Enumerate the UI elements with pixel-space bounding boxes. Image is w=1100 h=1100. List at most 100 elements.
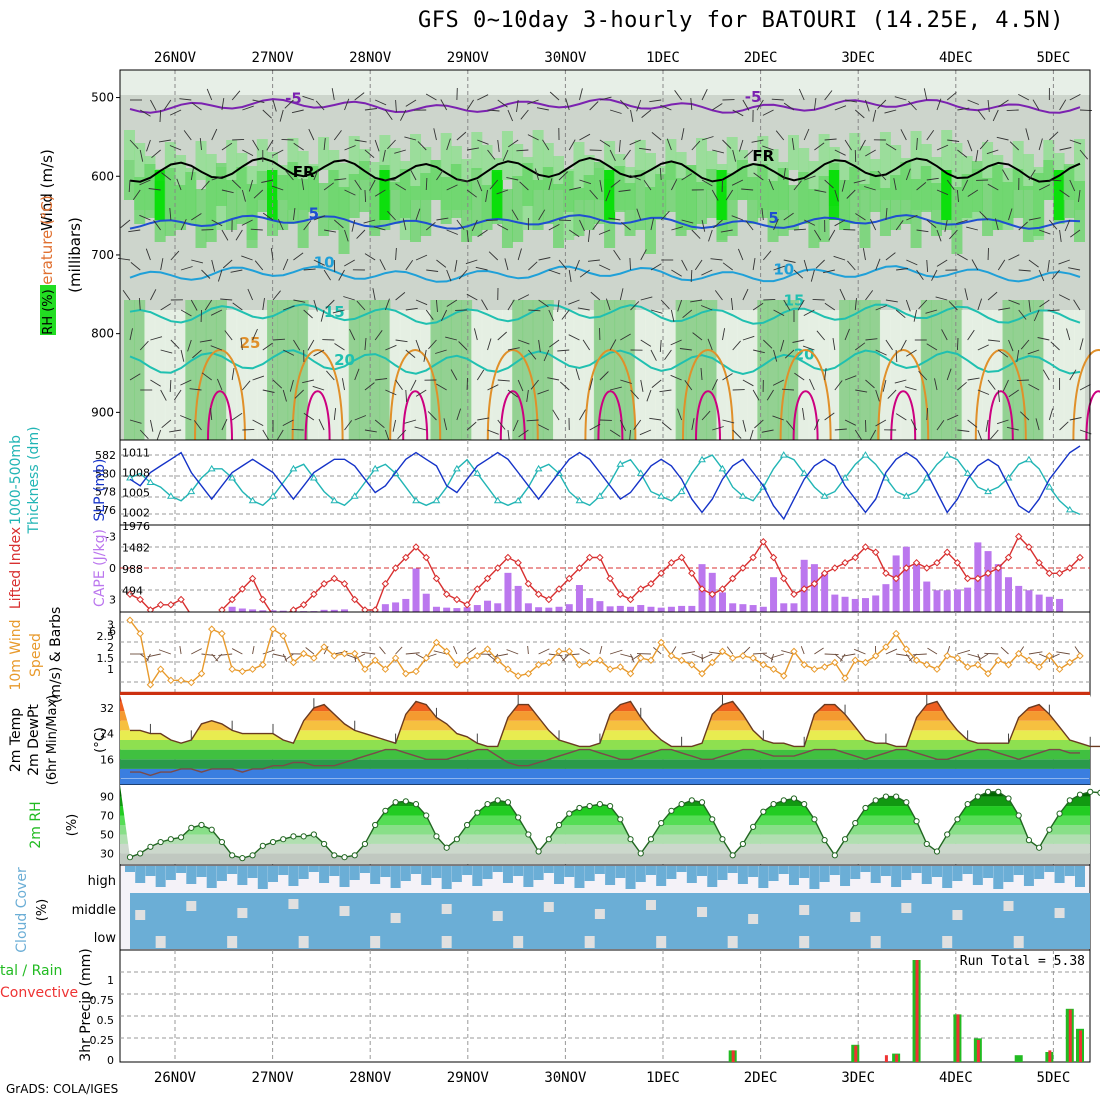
cape-bar [238,608,246,612]
wind-barb [282,389,287,402]
wind-barb [949,229,958,240]
temp-contour-30 [987,390,1014,441]
wind-barb [395,99,397,113]
temp-contour-30 [207,390,233,441]
wind-barb [641,109,652,118]
wind-barb [742,99,750,111]
li-series-point [698,585,706,593]
wind-barb [283,349,295,356]
cloud-high-bar [533,866,544,880]
wind-barb [548,224,560,231]
wind10m-barb [538,648,550,655]
wind-barb [722,328,726,341]
wind-barb [946,368,952,381]
wind-barb [731,179,744,186]
rh2m-series-point [157,838,164,846]
wind-barb [743,149,754,159]
rh2m-series-point [698,799,706,806]
rh-moist-band [195,300,207,440]
precip-total-bar [1014,1055,1023,1062]
cloud-high-bar [165,866,176,880]
wind10m-barb [262,649,275,655]
rh-dry-band [1063,310,1075,440]
wind-barb [589,189,598,200]
rh-band [164,168,176,236]
wind-barb [465,259,478,265]
wind-barb [865,379,875,389]
wind-barb [325,299,335,309]
wind-barb [957,107,970,111]
wind-barb [148,188,161,191]
wind-barb [467,147,479,151]
wind-barb [701,410,711,421]
cape-bar [606,606,614,612]
wind-barb [262,109,272,119]
cape-bar [545,607,553,612]
wind-barb [568,229,580,238]
cape-bar [412,568,420,612]
cloud-high-bar [308,866,319,872]
rh-band [971,161,983,212]
temp-contour-FR [129,156,1081,183]
wind-barb [224,330,233,341]
wind-barb [189,388,202,391]
wind-barb [516,149,529,152]
wind-barb [629,257,631,271]
wind10m-series-point [912,656,921,664]
wind-barb [487,429,499,435]
rh-band [910,131,922,210]
wind-barb [1025,128,1030,141]
wind-barb [679,348,692,351]
wind-barb [1028,169,1036,181]
wind-barb [354,415,367,421]
cloud-high-bar [359,866,370,873]
rh2m-series-point [504,799,512,806]
wind-barb [130,262,141,271]
wind-barb [579,179,592,185]
wind10m-barb [771,653,784,659]
wind-barb [633,419,642,430]
rh-moist-band [348,300,360,440]
wind-barb [150,289,157,301]
rh-band [307,166,319,212]
rh-moist-band [1033,300,1045,440]
rh-band [1022,154,1034,190]
li-series-point [902,564,911,572]
wind-barb [331,88,335,101]
date-label-top: 28NOV [349,50,392,66]
wind-barb [150,336,163,341]
li-series-point [718,585,727,593]
date-label-bottom: 5DEC [1037,1070,1071,1086]
cape-bar [953,589,961,612]
rh2m-tick-label: 90 [100,791,114,804]
wind10m-series-point [698,669,706,678]
wind10m-series-point [504,665,512,673]
wind-barb [485,189,488,202]
wind-barb [660,104,672,111]
rh2m-mask [120,785,1100,859]
wind-barb [232,302,243,311]
wind-barb [487,338,492,351]
rh-dry-band [982,310,994,440]
li-series-point [739,564,747,572]
rh-dry-band [634,310,646,440]
rh-saturated-band [716,170,728,220]
wind-barb [762,250,772,261]
wind-barb [956,253,968,261]
wind-barb [1008,208,1013,221]
wind10m-series-point [667,652,676,660]
wind-barb [276,429,284,441]
wind-barb [211,219,223,227]
wind-barb [643,179,652,191]
wind10m-series-point [657,638,665,647]
rh2m-series-point [821,837,828,844]
wind-barb [773,309,785,316]
wind-barb [395,247,397,261]
wind-barb [456,219,465,230]
thickness-series-point [943,451,952,458]
wind-barb [270,248,274,261]
wind-barb [476,179,483,192]
wind-barb [307,339,315,351]
wind-barb [987,99,990,112]
wind-barb [987,291,998,301]
